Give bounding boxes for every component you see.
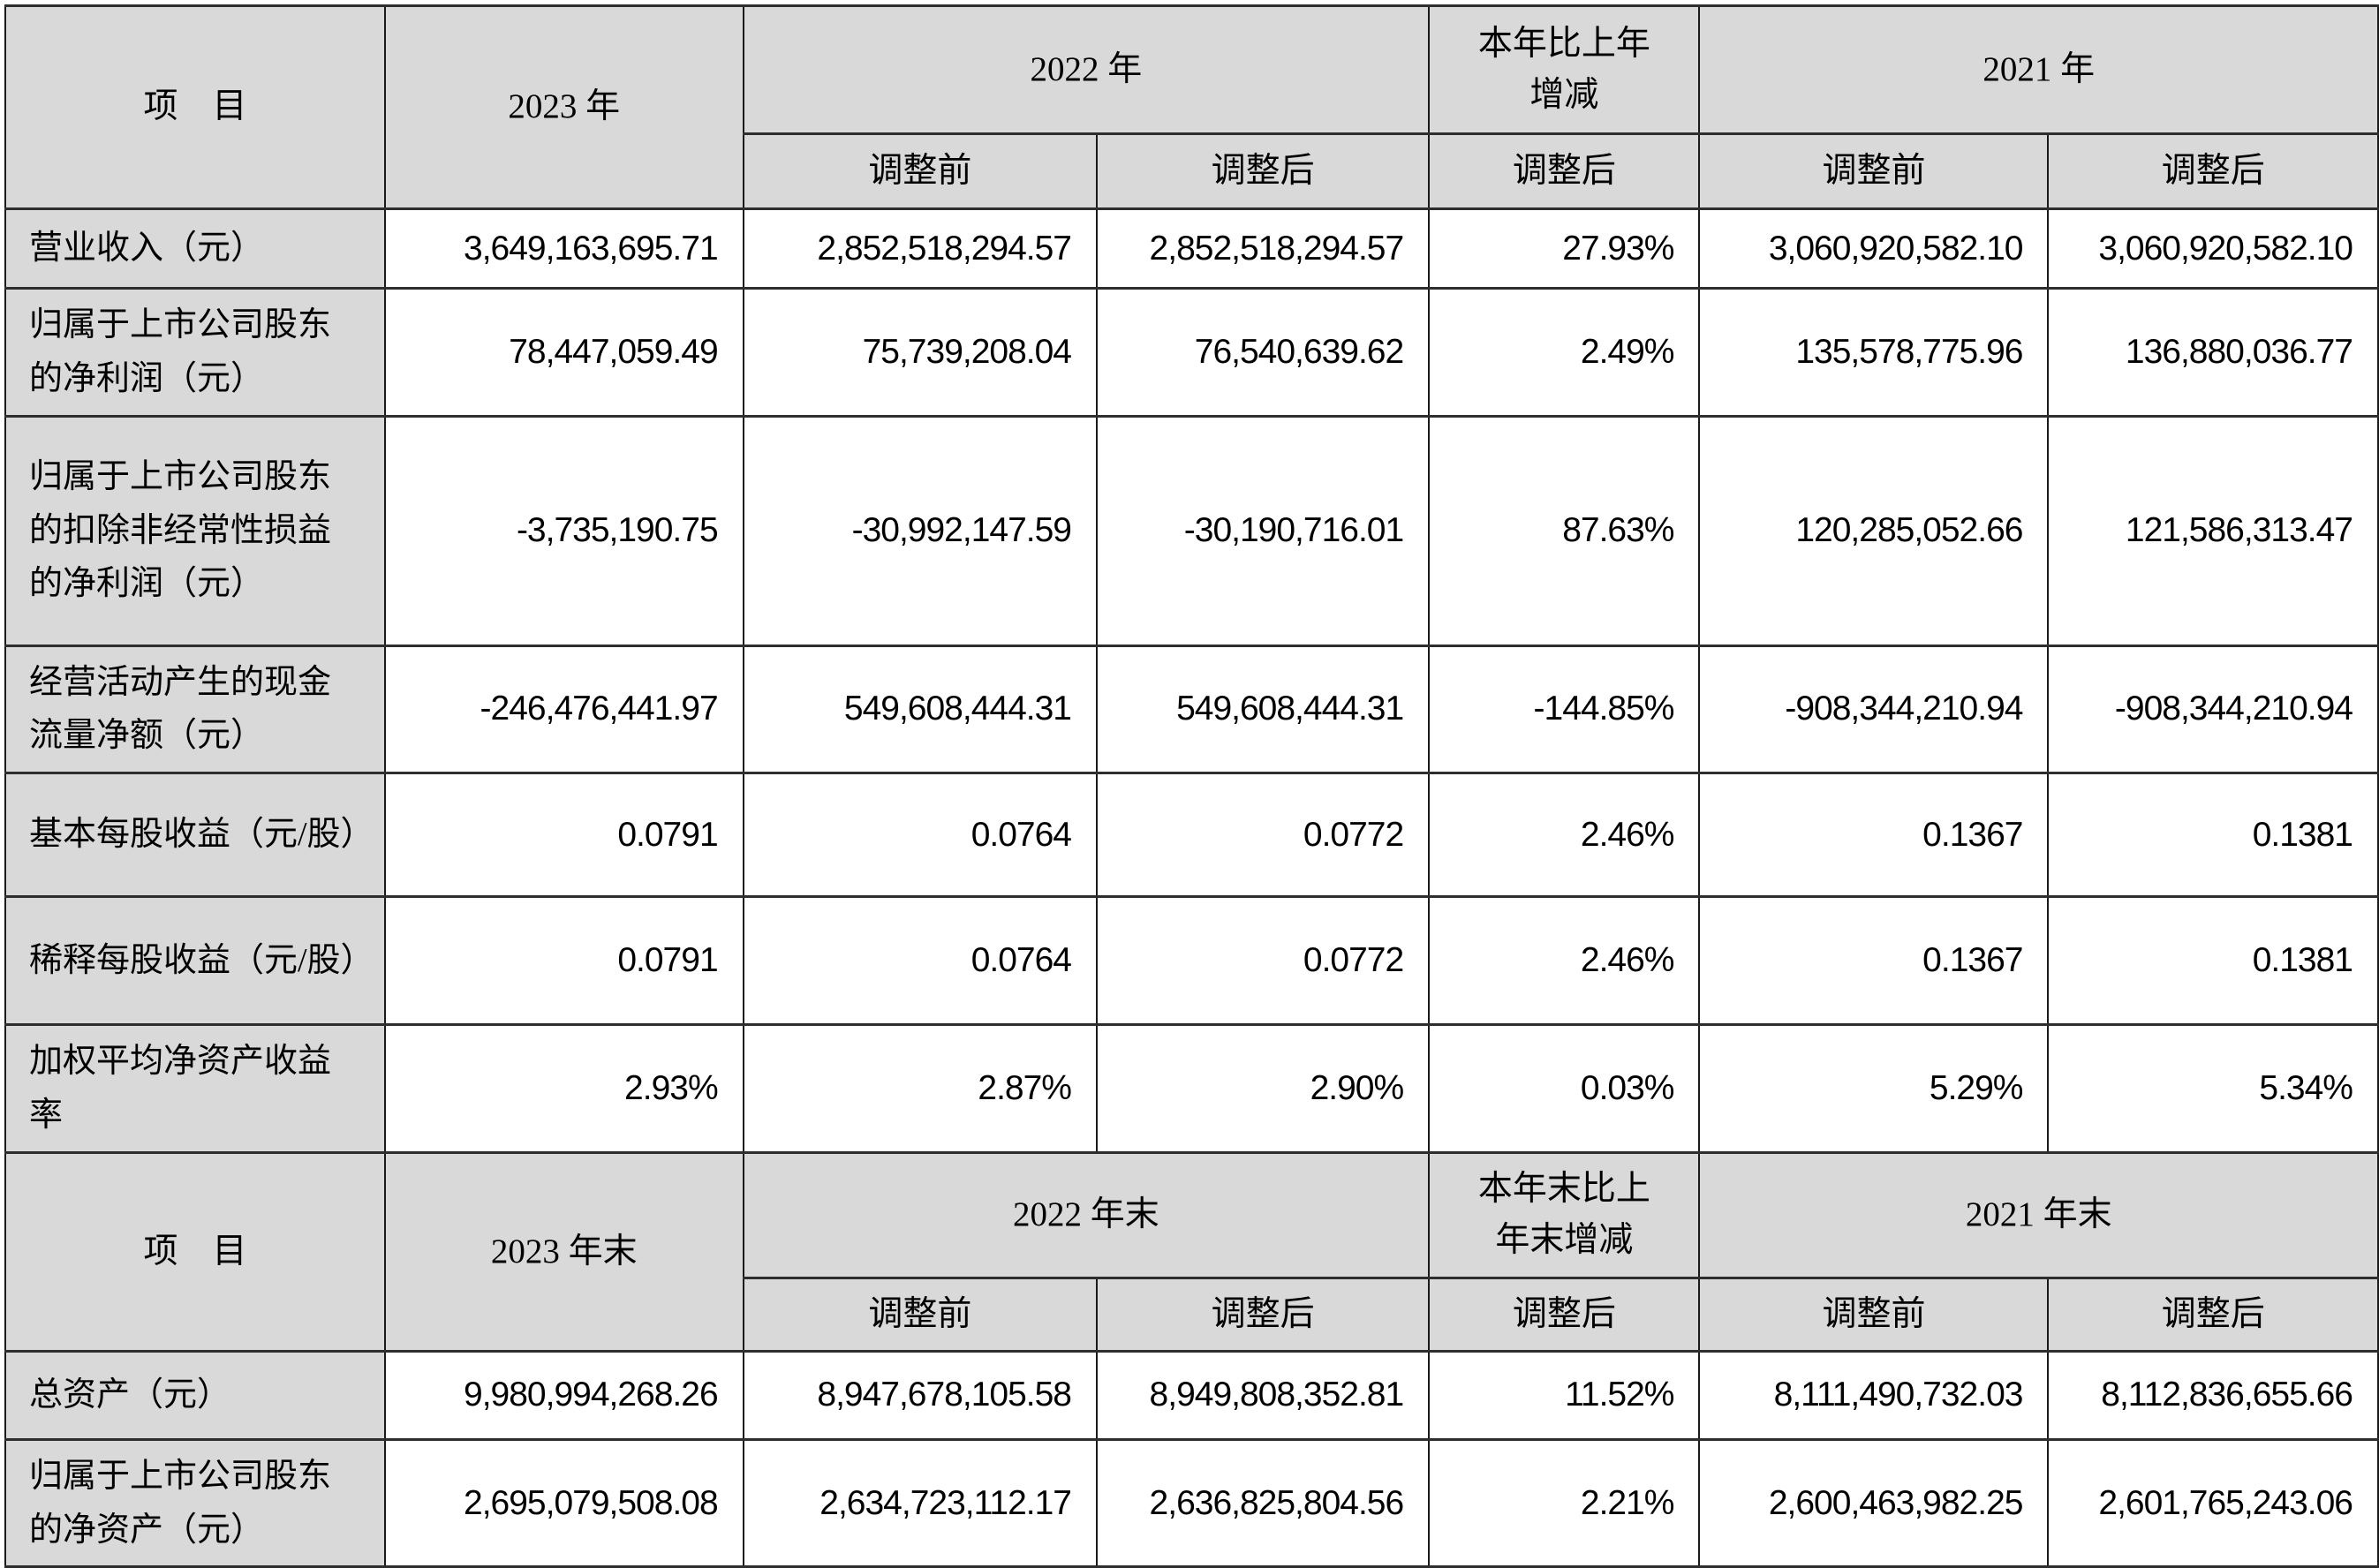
- cell-value: 0.1367: [1698, 772, 2050, 899]
- cell-value: 3,649,163,695.71: [383, 207, 744, 290]
- subheader-2021-eoy-adj-before: 调整前: [1698, 1276, 2050, 1353]
- cell-value: -30,992,147.59: [742, 414, 1099, 647]
- header-col-change-eoy: 本年末比上 年末增减: [1428, 1150, 1701, 1279]
- cell-value: 2.21%: [1428, 1437, 1701, 1568]
- cell-value: 2.49%: [1428, 287, 1701, 418]
- eoy-header-sub-row: 调整前 调整后 调整后 调整前 调整后: [5, 1276, 2379, 1353]
- subheader-2022-adj-before: 调整前: [742, 132, 1099, 210]
- annual-section-header: 项 目 2023 年 2022 年 本年比上年 增减 2021 年 调整前 调整…: [4, 4, 2379, 210]
- cell-value: 2,852,518,294.57: [742, 207, 1099, 290]
- cell-value: 8,111,490,732.03: [1698, 1349, 2050, 1441]
- cell-value: 2.46%: [1428, 772, 1701, 899]
- subheader-2022-eoy-adj-after: 调整后: [1095, 1276, 1431, 1353]
- cell-value: 2.46%: [1428, 895, 1701, 1027]
- cell-value: 120,285,052.66: [1698, 414, 2050, 647]
- cell-value: 0.1381: [2047, 772, 2379, 899]
- cell-value: 2.90%: [1095, 1023, 1431, 1154]
- cell-value: 27.93%: [1428, 207, 1701, 290]
- cell-value: -3,735,190.75: [383, 414, 744, 647]
- cell-value: 2.87%: [742, 1023, 1099, 1154]
- table-row: 归属于上市公司股东的净利润（元） 78,447,059.49 75,739,208.…: [4, 287, 2379, 418]
- header-col-2023: 2023 年: [383, 4, 744, 210]
- cell-value: 2,852,518,294.57: [1095, 207, 1431, 290]
- subheader-2021-adj-before: 调整前: [1698, 132, 2050, 210]
- header-col-2023-eoy: 2023 年末: [383, 1150, 744, 1353]
- cell-value: 0.0764: [742, 895, 1099, 1027]
- table-row: 归属于上市公司股东的净资产（元） 2,695,079,508.08 2,634,72…: [4, 1437, 2379, 1568]
- financial-summary-table: 项 目 2023 年 2022 年 本年比上年 增减 2021 年 调整前 调整…: [4, 4, 2379, 1568]
- header-col-2022: 2022 年: [742, 4, 1431, 135]
- annual-header-sub-row: 调整前 调整后 调整后 调整前 调整后: [5, 132, 2379, 210]
- row-label: 营业收入（元）: [4, 207, 386, 290]
- cell-value: 8,947,678,105.58: [742, 1349, 1099, 1441]
- cell-value: -908,344,210.94: [2047, 644, 2379, 775]
- cell-value: 2,600,463,982.25: [1698, 1437, 2050, 1568]
- cell-value: 3,060,920,582.10: [2047, 207, 2379, 290]
- table-row: 总资产（元） 9,980,994,268.26 8,947,678,105.58 8,…: [4, 1349, 2379, 1441]
- cell-value: 11.52%: [1428, 1349, 1701, 1441]
- cell-value: 8,949,808,352.81: [1095, 1349, 1431, 1441]
- cell-value: 78,447,059.49: [383, 287, 744, 418]
- cell-value: 0.0764: [742, 772, 1099, 899]
- header-item-label-eoy: 项 目: [4, 1150, 386, 1353]
- cell-value: 0.0791: [383, 772, 744, 899]
- subheader-change-eoy-adj-after: 调整后: [1428, 1276, 1701, 1353]
- row-label: 归属于上市公司股东的扣除非经常性损益的净利润（元）: [4, 414, 386, 647]
- header-col-2022-eoy: 2022 年末: [742, 1150, 1431, 1279]
- annual-header-main-row: 项 目 2023 年 2022 年 本年比上年 增减 2021 年: [4, 4, 2379, 210]
- subheader-change-adj-after: 调整后: [1428, 132, 1701, 210]
- cell-value: -30,190,716.01: [1095, 414, 1431, 647]
- header-col-change: 本年比上年 增减: [1428, 4, 1701, 135]
- cell-value: 0.1381: [2047, 895, 2379, 1027]
- row-label: 归属于上市公司股东的净利润（元）: [4, 287, 386, 418]
- cell-value: 549,608,444.31: [742, 644, 1099, 775]
- table-row: 归属于上市公司股东的扣除非经常性损益的净利润（元） -3,735,190.75 -3…: [4, 414, 2379, 647]
- cell-value: 0.03%: [1428, 1023, 1701, 1154]
- row-label: 基本每股收益（元/股）: [4, 772, 386, 899]
- cell-value: 76,540,639.62: [1095, 287, 1431, 418]
- cell-value: -246,476,441.97: [383, 644, 744, 775]
- year-end-section-header: 项 目 2023 年末 2022 年末 本年末比上 年末增减 2021 年末 调…: [4, 1150, 2379, 1353]
- cell-value: 75,739,208.04: [742, 287, 1099, 418]
- cell-value: 87.63%: [1428, 414, 1701, 647]
- table-row: 经营活动产生的现金流量净额（元） -246,476,441.97 549,608,4…: [4, 644, 2379, 775]
- header-col-2021-eoy: 2021 年末: [1698, 1150, 2379, 1279]
- row-label: 归属于上市公司股东的净资产（元）: [4, 1437, 386, 1568]
- cell-value: 0.0772: [1095, 772, 1431, 899]
- cell-value: 8,112,836,655.66: [2047, 1349, 2379, 1441]
- table-row: 加权平均净资产收益率 2.93% 2.87% 2.90% 0.03% 5.29% 5.34%: [4, 1023, 2379, 1154]
- table-row: 基本每股收益（元/股） 0.0791 0.0764 0.0772 2.46% 0.1367…: [4, 772, 2379, 899]
- row-label: 总资产（元）: [4, 1349, 386, 1441]
- subheader-2021-adj-after: 调整后: [2047, 132, 2379, 210]
- cell-value: 121,586,313.47: [2047, 414, 2379, 647]
- row-label: 加权平均净资产收益率: [4, 1023, 386, 1154]
- table-row: 稀释每股收益（元/股） 0.0791 0.0764 0.0772 2.46% 0.1367…: [4, 895, 2379, 1027]
- cell-value: 0.1367: [1698, 895, 2050, 1027]
- cell-value: 9,980,994,268.26: [383, 1349, 744, 1441]
- header-item-label: 项 目: [4, 4, 386, 210]
- subheader-2022-eoy-adj-before: 调整前: [742, 1276, 1099, 1353]
- cell-value: 2,601,765,243.06: [2047, 1437, 2379, 1568]
- cell-value: 2,695,079,508.08: [383, 1437, 744, 1568]
- cell-value: 135,578,775.96: [1698, 287, 2050, 418]
- cell-value: 5.29%: [1698, 1023, 2050, 1154]
- cell-value: -908,344,210.94: [1698, 644, 2050, 775]
- cell-value: 2,636,825,804.56: [1095, 1437, 1431, 1568]
- table-row: 营业收入（元） 3,649,163,695.71 2,852,518,294.57 2…: [4, 207, 2379, 290]
- cell-value: 5.34%: [2047, 1023, 2379, 1154]
- cell-value: 2.93%: [383, 1023, 744, 1154]
- row-label: 稀释每股收益（元/股）: [4, 895, 386, 1027]
- cell-value: 136,880,036.77: [2047, 287, 2379, 418]
- eoy-header-main-row: 项 目 2023 年末 2022 年末 本年末比上 年末增减 2021 年末: [4, 1150, 2379, 1353]
- row-label: 经营活动产生的现金流量净额（元）: [4, 644, 386, 775]
- cell-value: 3,060,920,582.10: [1698, 207, 2050, 290]
- subheader-2022-adj-after: 调整后: [1095, 132, 1431, 210]
- cell-value: 0.0791: [383, 895, 744, 1027]
- header-col-2021: 2021 年: [1698, 4, 2379, 135]
- cell-value: -144.85%: [1428, 644, 1701, 775]
- subheader-2021-eoy-adj-after: 调整后: [2047, 1276, 2379, 1353]
- cell-value: 2,634,723,112.17: [742, 1437, 1099, 1568]
- cell-value: 549,608,444.31: [1095, 644, 1431, 775]
- cell-value: 0.0772: [1095, 895, 1431, 1027]
